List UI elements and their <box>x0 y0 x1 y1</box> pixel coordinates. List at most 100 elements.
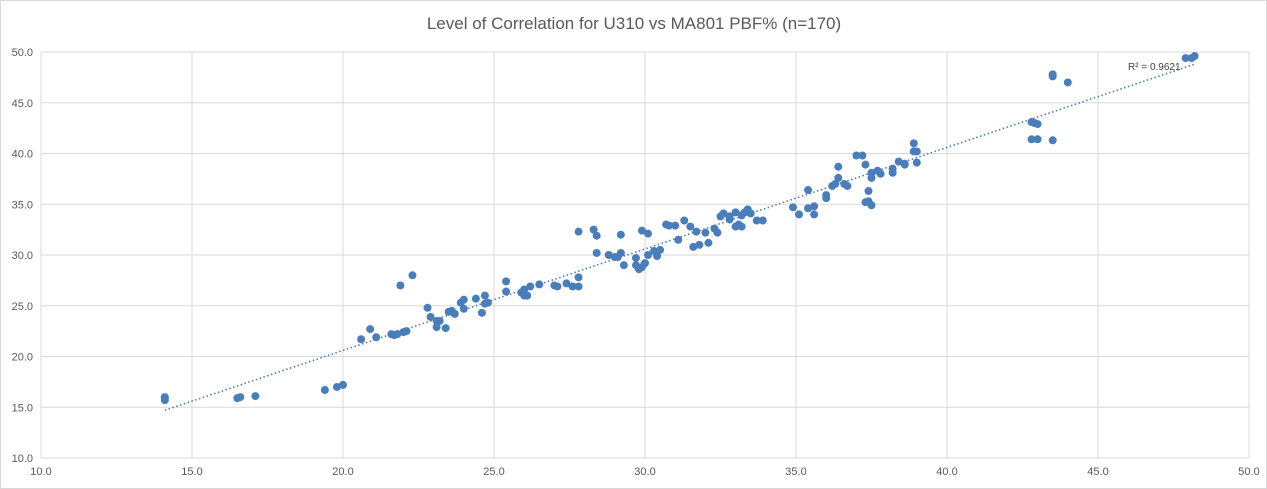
data-point <box>1181 54 1190 63</box>
data-point <box>752 216 761 225</box>
data-point <box>432 323 441 332</box>
data-point <box>483 298 492 307</box>
data-point <box>665 221 674 230</box>
data-point <box>616 230 625 239</box>
data-point <box>746 209 755 218</box>
x-tick-label: 20.0 <box>332 466 353 478</box>
data-point <box>459 295 468 304</box>
data-point <box>366 325 375 334</box>
data-point <box>616 248 625 257</box>
data-point <box>568 282 577 291</box>
data-point <box>858 151 867 160</box>
data-point <box>912 158 921 167</box>
data-point <box>713 228 722 237</box>
data-point <box>236 393 245 402</box>
data-point <box>589 225 598 234</box>
data-point <box>1048 72 1057 81</box>
data-point <box>653 252 662 261</box>
data-point <box>502 287 511 296</box>
data-point <box>339 380 347 389</box>
data-point <box>689 242 698 251</box>
data-point <box>435 316 444 325</box>
data-point <box>861 160 870 169</box>
data-point <box>1033 135 1042 144</box>
data-point <box>876 169 885 178</box>
y-tick-label: 20.0 <box>12 352 33 364</box>
data-point <box>523 291 532 300</box>
data-point <box>535 280 544 289</box>
data-point <box>656 245 665 254</box>
data-point <box>574 282 583 291</box>
data-point <box>822 191 831 200</box>
data-point <box>562 279 571 288</box>
data-point <box>1048 136 1057 145</box>
y-tick-label: 30.0 <box>12 250 33 262</box>
x-tick-label: 50.0 <box>1238 466 1259 478</box>
data-point <box>1190 52 1199 61</box>
data-point <box>631 254 640 263</box>
data-point <box>719 209 728 218</box>
trendline <box>164 63 1195 412</box>
data-point <box>909 139 918 148</box>
data-point <box>704 238 713 247</box>
y-tick-label: 45.0 <box>12 98 33 110</box>
y-tick-label: 10.0 <box>12 453 33 465</box>
data-point <box>686 222 695 231</box>
data-point <box>251 392 260 401</box>
data-point <box>864 187 873 196</box>
data-point <box>332 382 341 391</box>
data-point <box>737 222 746 231</box>
y-tick-label: 25.0 <box>12 301 33 313</box>
chart-title: Level of Correlation for U310 vs MA801 P… <box>427 14 841 33</box>
data-point <box>912 147 921 156</box>
data-point <box>574 273 583 282</box>
data-point <box>788 203 797 212</box>
data-point <box>357 335 366 344</box>
data-point <box>1063 78 1072 87</box>
x-tick-label: 45.0 <box>1087 466 1108 478</box>
data-point <box>644 251 653 259</box>
data-point <box>426 312 435 321</box>
data-point <box>867 201 876 210</box>
data-point <box>396 281 405 290</box>
data-point <box>637 226 646 235</box>
y-tick-label: 50.0 <box>12 47 33 59</box>
data-point <box>477 308 486 317</box>
x-tick-label: 10.0 <box>30 466 51 478</box>
data-point <box>1027 135 1036 144</box>
data-point <box>795 210 804 219</box>
data-point <box>900 160 909 169</box>
data-point <box>644 229 653 238</box>
data-point <box>867 168 876 177</box>
x-tick-label: 40.0 <box>936 466 957 478</box>
data-point <box>810 210 819 219</box>
data-point <box>320 385 329 394</box>
data-point <box>592 231 601 240</box>
x-axis-ticks: 10.0 15.0 20.0 25.0 30.0 35.0 40.0 45.0 50.0 <box>30 466 1259 478</box>
data-point <box>758 216 767 225</box>
data-point <box>843 181 852 190</box>
data-point <box>408 271 417 280</box>
data-point <box>520 285 529 294</box>
data-point <box>804 186 813 195</box>
data-point <box>852 151 861 160</box>
r-squared-label: R² = 0.9621 <box>1128 62 1181 73</box>
data-point <box>393 330 402 339</box>
data-point <box>695 240 704 249</box>
data-point <box>1033 120 1042 129</box>
data-point <box>502 277 511 286</box>
data-point <box>804 204 813 213</box>
data-point <box>888 164 897 173</box>
data-point <box>480 291 489 300</box>
data-point <box>725 212 734 221</box>
data-point <box>674 235 683 244</box>
y-tick-label: 15.0 <box>12 402 33 414</box>
y-tick-label: 35.0 <box>12 199 33 211</box>
data-point <box>471 294 480 303</box>
data-point <box>402 327 411 336</box>
data-point <box>671 221 680 230</box>
data-point <box>441 324 450 333</box>
x-tick-label: 30.0 <box>634 466 655 478</box>
data-point <box>701 228 710 237</box>
